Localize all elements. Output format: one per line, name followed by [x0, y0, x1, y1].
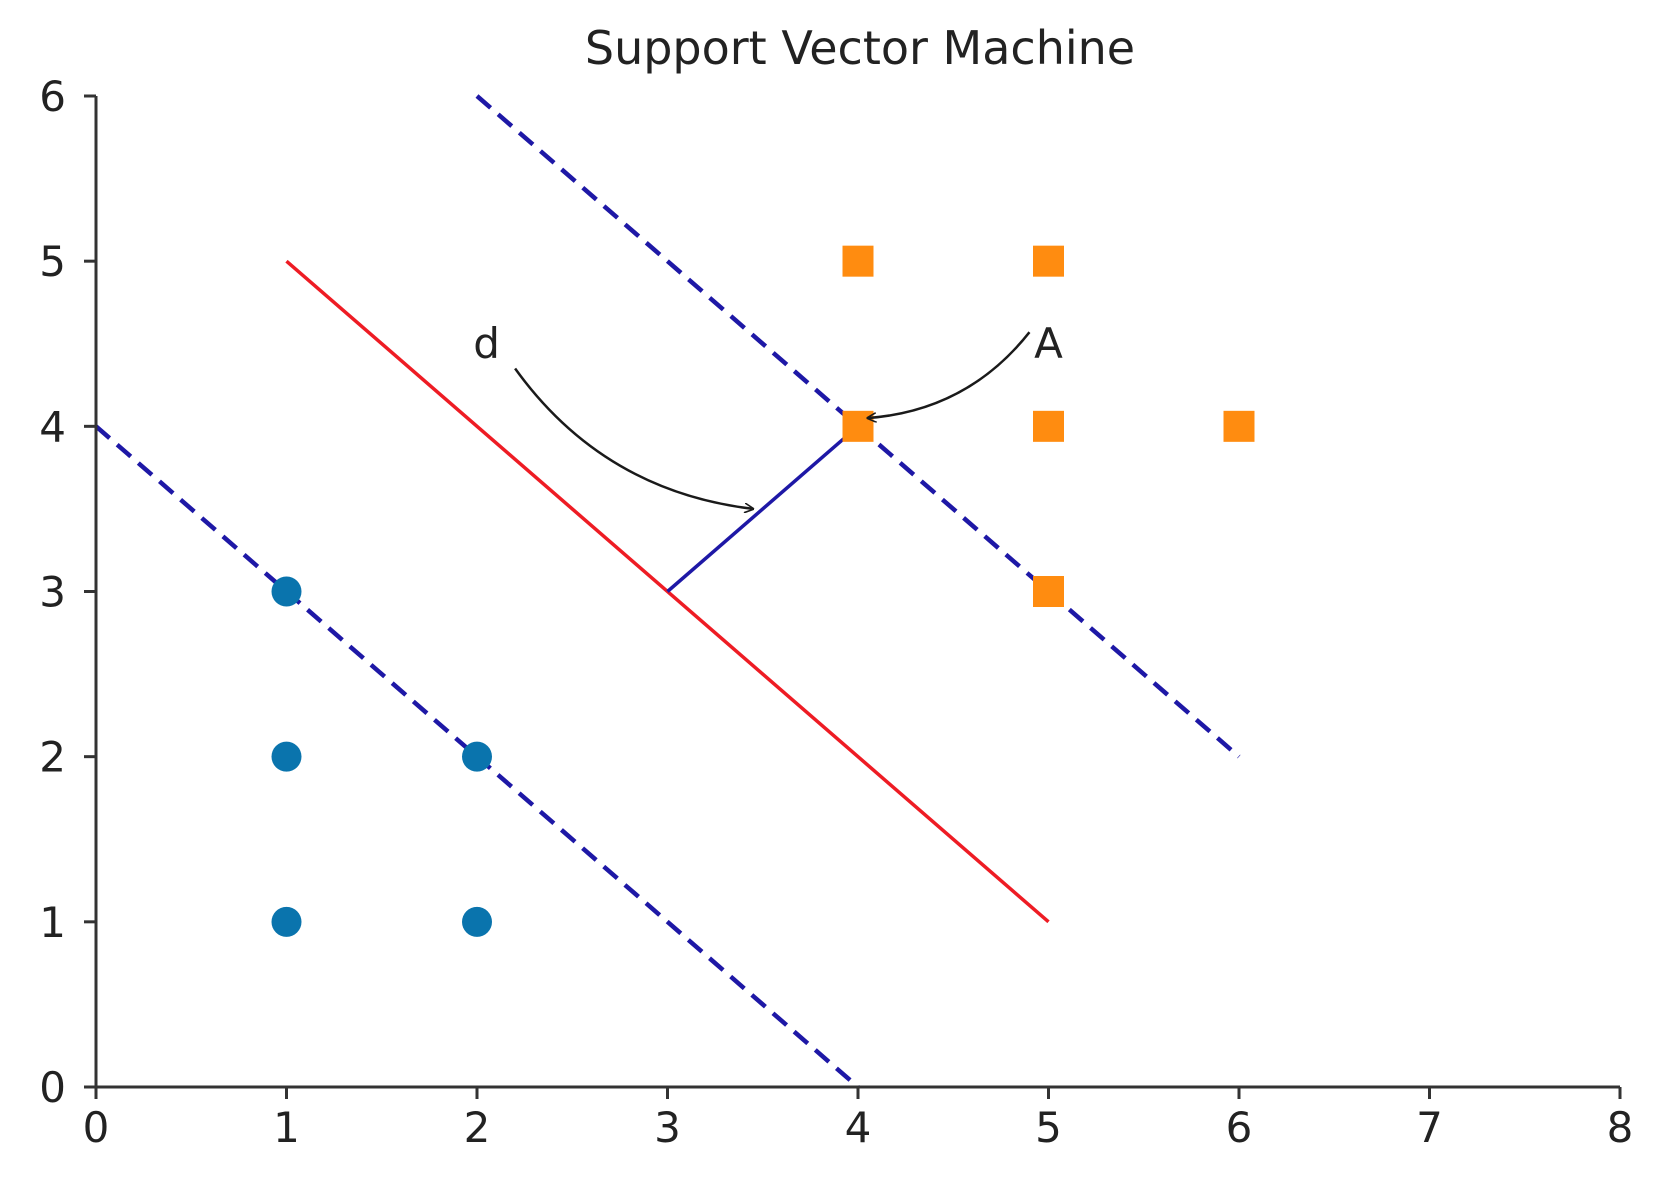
chart-title: Support Vector Machine: [585, 21, 1135, 75]
data-point-square: [1033, 576, 1064, 607]
y-tick-label: 5: [39, 237, 66, 286]
annotation-arrow: [514, 367, 753, 509]
y-tick-label: 0: [39, 1063, 66, 1112]
annotation-arrow: [868, 331, 1031, 418]
x-tick-label: 7: [1416, 1103, 1443, 1152]
distance-segment: [666, 425, 860, 593]
x-tick-label: 1: [273, 1103, 300, 1152]
data-point-circle: [271, 576, 302, 607]
y-tick-label: 4: [39, 402, 66, 451]
x-tick-label: 8: [1607, 1103, 1634, 1152]
annotation-label: d: [473, 319, 500, 368]
y-tick-label: 3: [39, 568, 66, 617]
data-point-square: [1223, 410, 1255, 442]
data-point-square: [842, 245, 874, 277]
plot-points: [271, 245, 1255, 937]
data-point-square: [1033, 245, 1064, 277]
data-point-square: [1033, 410, 1064, 442]
data-point-circle: [462, 741, 492, 772]
plot-lines: [94, 94, 1241, 1089]
x-tick-label: 6: [1226, 1103, 1253, 1152]
x-tick-label: 5: [1035, 1103, 1062, 1152]
data-point-circle: [462, 906, 492, 937]
y-tick-label: 2: [39, 733, 66, 782]
data-point-circle: [271, 741, 302, 772]
plot-axes: 0 1 2 3 4 5 6 7 8 0 1 2 3 4 5 6: [39, 72, 1633, 1152]
y-tick-label: 1: [39, 898, 66, 947]
data-point-circle: [271, 906, 302, 937]
data-point-square: [842, 410, 874, 442]
x-tick-label: 2: [464, 1103, 491, 1152]
x-tick-label: 3: [654, 1103, 681, 1152]
annotation-label: A: [1034, 319, 1063, 368]
x-tick-label: 0: [83, 1103, 110, 1152]
x-tick-label: 4: [845, 1103, 872, 1152]
y-tick-label: 6: [39, 72, 66, 121]
